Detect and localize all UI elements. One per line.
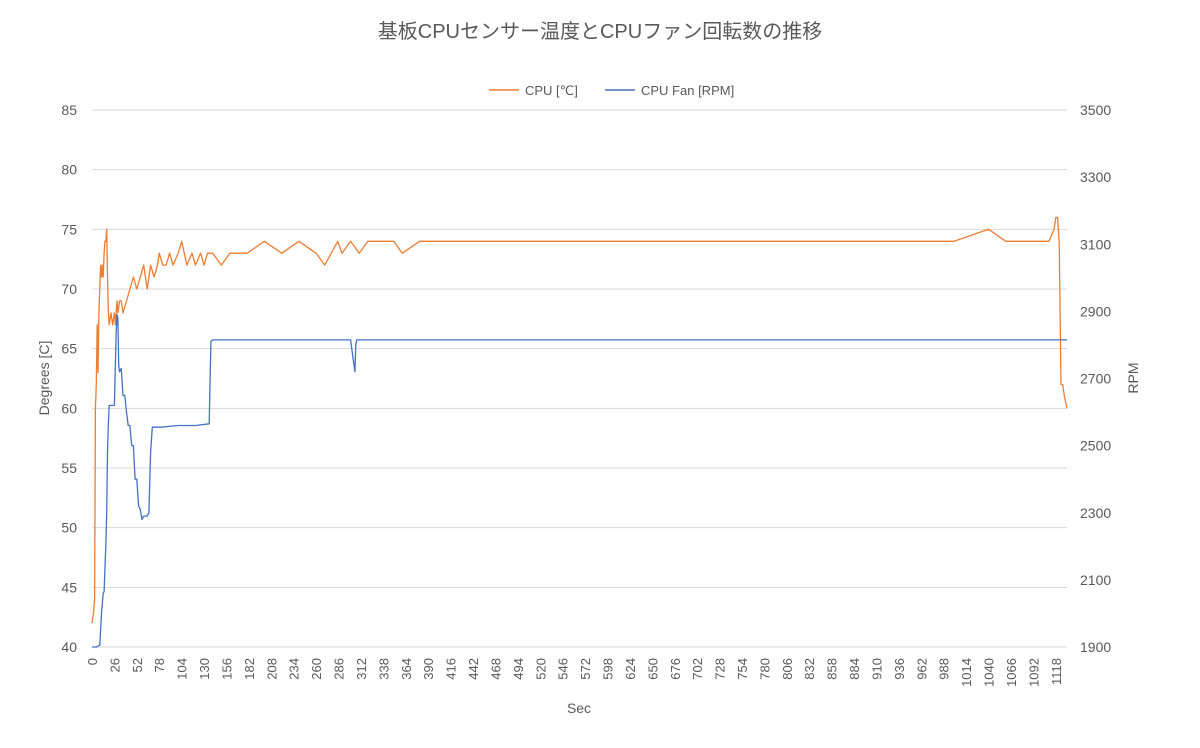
x-tick-label: 832 [802, 658, 817, 680]
y-tick-label-left: 85 [61, 102, 77, 118]
x-tick-label: 988 [937, 658, 952, 680]
y-tick-label-left: 65 [61, 341, 77, 357]
y-tick-label-left: 50 [61, 520, 77, 536]
y-tick-label-right: 3500 [1080, 102, 1111, 118]
left-axis-ticks: 40 45 50 55 60 65 70 75 80 85 [61, 102, 77, 655]
x-axis-ticks: 0 26 52 78 104 130 156 182 208 234 260 286 312 338 364… [85, 658, 1064, 687]
y-tick-label-left: 45 [61, 579, 77, 595]
y-tick-label-right: 2700 [1080, 371, 1111, 387]
y-tick-label-right: 2300 [1080, 505, 1111, 521]
x-tick-label: 858 [825, 658, 840, 680]
x-tick-label: 676 [668, 658, 683, 680]
x-tick-label: 624 [623, 658, 638, 680]
legend: CPU [℃] CPU Fan [RPM] [489, 83, 734, 98]
x-tick-label: 312 [354, 658, 369, 680]
x-tick-label: 0 [85, 658, 100, 665]
right-axis-ticks: 1900 2100 2300 2500 2700 2900 3100 3300 3500 [1080, 102, 1111, 655]
x-tick-label: 26 [107, 658, 122, 672]
x-tick-label: 754 [735, 658, 750, 680]
x-axis-label: Sec [567, 700, 591, 716]
x-tick-label: 234 [287, 658, 302, 680]
y-tick-label-left: 75 [61, 221, 77, 237]
x-tick-label: 910 [869, 658, 884, 680]
x-tick-label: 1118 [1049, 658, 1064, 685]
legend-label-fan: CPU Fan [RPM] [641, 83, 734, 98]
y-axis-label-right: RPM [1125, 362, 1141, 393]
series-lines [91, 216, 1068, 648]
x-tick-label: 390 [421, 658, 436, 680]
x-tick-label: 884 [847, 658, 862, 680]
y-tick-label-right: 3300 [1080, 169, 1111, 185]
x-tick-label: 598 [601, 658, 616, 680]
x-tick-label: 1066 [1004, 658, 1019, 687]
x-tick-label: 650 [645, 658, 660, 680]
x-tick-label: 104 [175, 658, 190, 680]
y-tick-label-right: 2500 [1080, 438, 1111, 454]
x-tick-label: 78 [152, 658, 167, 672]
y-axis-label-left: Degrees [C] [36, 341, 52, 416]
x-tick-label: 130 [197, 658, 212, 680]
x-tick-label: 468 [488, 658, 503, 680]
x-tick-label: 494 [511, 658, 526, 680]
x-tick-label: 702 [690, 658, 705, 680]
x-tick-label: 338 [376, 658, 391, 680]
y-tick-label-right: 2100 [1080, 572, 1111, 588]
x-tick-label: 52 [130, 658, 145, 672]
x-tick-label: 1040 [982, 658, 997, 687]
chart-title: 基板CPUセンサー温度とCPUファン回転数の推移 [378, 20, 822, 43]
x-tick-label: 416 [444, 658, 459, 680]
series-line-fan [92, 314, 1067, 648]
y-tick-label-left: 40 [61, 639, 77, 655]
x-tick-label: 572 [578, 658, 593, 680]
x-tick-label: 780 [757, 658, 772, 680]
legend-label-cpu: CPU [℃] [525, 83, 578, 98]
x-tick-label: 936 [892, 658, 907, 680]
x-tick-label: 728 [713, 658, 728, 680]
y-tick-label-left: 80 [61, 162, 77, 178]
x-tick-label: 182 [242, 658, 257, 680]
x-tick-label: 208 [264, 658, 279, 680]
x-tick-label: 442 [466, 658, 481, 680]
x-tick-label: 546 [556, 658, 571, 680]
x-tick-label: 1014 [959, 658, 974, 687]
y-tick-label-right: 2900 [1080, 303, 1111, 319]
y-tick-label-left: 60 [61, 400, 77, 416]
y-tick-label-right: 3100 [1080, 236, 1111, 252]
series-line-cpu [91, 216, 1068, 624]
x-tick-label: 260 [309, 658, 324, 680]
x-tick-label: 156 [219, 658, 234, 680]
gridlines [92, 109, 1067, 648]
y-tick-label-right: 1900 [1080, 639, 1111, 655]
y-tick-label-left: 70 [61, 281, 77, 297]
x-tick-label: 286 [332, 658, 347, 680]
y-tick-label-left: 55 [61, 460, 77, 476]
x-tick-label: 1092 [1026, 658, 1041, 687]
x-tick-label: 806 [780, 658, 795, 680]
x-tick-label: 962 [914, 658, 929, 680]
x-tick-label: 364 [399, 658, 414, 680]
x-tick-label: 520 [533, 658, 548, 680]
